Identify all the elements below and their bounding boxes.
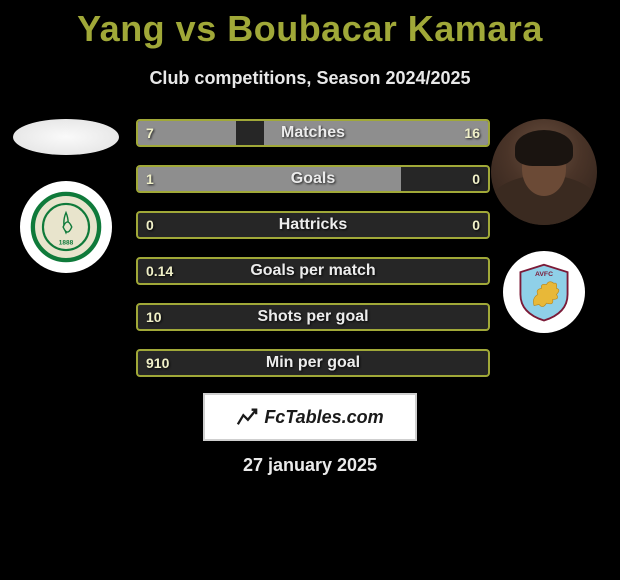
- left-player-column: 1888: [6, 119, 126, 273]
- right-player-column: AVFC: [484, 119, 604, 333]
- stat-label: Min per goal: [138, 354, 488, 372]
- page-subtitle: Club competitions, Season 2024/2025: [0, 68, 620, 89]
- right-club-crest: AVFC: [503, 251, 585, 333]
- stat-value-right: 0: [472, 171, 480, 187]
- stat-value-left: 910: [146, 355, 169, 371]
- stat-row: 1Goals0: [136, 165, 490, 193]
- brand-badge[interactable]: FcTables.com: [203, 393, 417, 441]
- stat-value-right: 16: [464, 125, 480, 141]
- stat-label: Goals per match: [138, 262, 488, 280]
- stat-row: 10Shots per goal: [136, 303, 490, 331]
- svg-text:AVFC: AVFC: [535, 271, 553, 278]
- comparison-stage: 1888 AVFC 7Matches161Goals00Hattricks00.…: [0, 119, 620, 377]
- stat-row: 0.14Goals per match: [136, 257, 490, 285]
- stat-value-left: 0.14: [146, 263, 173, 279]
- celtic-crest-icon: 1888: [30, 191, 102, 263]
- left-club-crest: 1888: [20, 181, 112, 273]
- stat-value-left: 1: [146, 171, 154, 187]
- right-player-portrait: [491, 119, 597, 225]
- stat-label: Shots per goal: [138, 308, 488, 326]
- stat-value-left: 0: [146, 217, 154, 233]
- stat-value-left: 10: [146, 309, 162, 325]
- stat-row: 910Min per goal: [136, 349, 490, 377]
- svg-text:1888: 1888: [59, 239, 74, 246]
- stat-fill-left: [138, 167, 401, 191]
- stat-bars: 7Matches161Goals00Hattricks00.14Goals pe…: [136, 119, 490, 377]
- left-player-portrait: [13, 119, 119, 155]
- stat-value-right: 0: [472, 217, 480, 233]
- fctables-logo-icon: [236, 406, 258, 428]
- stat-label: Hattricks: [138, 216, 488, 234]
- stat-value-left: 7: [146, 125, 154, 141]
- brand-text: FcTables.com: [264, 407, 383, 428]
- stat-row: 0Hattricks0: [136, 211, 490, 239]
- stat-fill-right: [264, 121, 488, 145]
- page-title: Yang vs Boubacar Kamara: [0, 0, 620, 50]
- snapshot-date: 27 january 2025: [0, 455, 620, 476]
- stat-row: 7Matches16: [136, 119, 490, 147]
- aston-villa-crest-icon: AVFC: [513, 261, 575, 323]
